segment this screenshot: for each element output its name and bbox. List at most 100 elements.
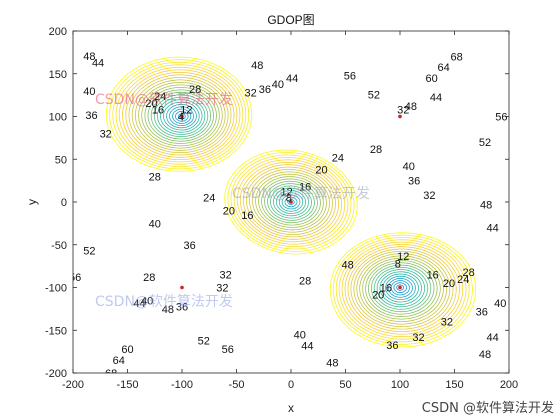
contour-label: 44 — [92, 58, 104, 70]
contour-line — [175, 110, 407, 294]
contour-label: 60 — [425, 73, 437, 85]
contour-label: 32 — [245, 88, 257, 100]
contour-label: 32 — [216, 283, 228, 295]
y-tick-label: -200 — [45, 368, 67, 380]
station-markers — [180, 114, 402, 290]
contour-label: 8 — [286, 193, 292, 205]
station-marker — [398, 285, 402, 290]
x-axis-label: x — [288, 401, 294, 415]
contour-label: 24 — [203, 193, 215, 205]
contour-label: 36 — [85, 110, 97, 122]
contour-line — [138, 82, 444, 322]
contour-line — [128, 74, 454, 330]
contour-label: 56 — [222, 344, 234, 356]
contour-line — [177, 113, 405, 291]
x-tick-label: 100 — [391, 379, 409, 391]
contour-label: 56 — [495, 112, 507, 124]
watermark-text: CSDN@软件算法开发 — [95, 294, 233, 310]
contour-label: 56 — [69, 272, 81, 284]
contour-label: 36 — [259, 84, 271, 96]
x-tick-label: -100 — [171, 379, 193, 391]
contour-line — [141, 84, 441, 320]
contour-label: 28 — [149, 171, 161, 183]
contour-label: 12 — [281, 187, 293, 199]
watermark-text: CSDN@软件算法开发 — [232, 186, 370, 202]
contour-label: 20 — [223, 206, 235, 218]
contour-label: 48 — [326, 358, 338, 370]
contour-label: 28 — [143, 272, 155, 284]
contour-line — [118, 66, 464, 338]
contour-line — [135, 79, 447, 325]
contour-line — [125, 72, 457, 332]
contour-line — [153, 94, 429, 310]
contour-label: 48 — [162, 304, 174, 316]
contour-label: 40 — [141, 295, 153, 307]
y-tick-label: -150 — [45, 325, 67, 337]
contour-label: 24 — [154, 91, 166, 103]
contour-line — [166, 104, 416, 300]
contour-line — [112, 61, 470, 343]
contour-label: 48 — [251, 60, 263, 72]
contour-label: 44 — [133, 298, 145, 310]
contour-label: 44 — [301, 341, 313, 353]
y-tick-label: 0 — [61, 197, 67, 209]
contour-label: 24 — [332, 153, 344, 165]
x-tick-label: -150 — [116, 379, 138, 391]
contour-label: 4 — [178, 112, 184, 124]
contour-line — [160, 99, 422, 305]
contour-label: 40 — [403, 161, 415, 173]
contour-label: 28 — [299, 276, 311, 288]
contour-label: 36 — [476, 306, 488, 318]
contour-label: 16 — [380, 283, 392, 295]
x-tick-label: 50 — [339, 379, 351, 391]
contour-label: 64 — [437, 62, 449, 74]
contour-label: 24 — [457, 274, 469, 286]
contour-label: 12 — [397, 251, 409, 263]
x-tick-label: -200 — [62, 379, 84, 391]
contour-label: 52 — [83, 246, 95, 258]
station-marker — [398, 114, 402, 119]
contour-label: 64 — [113, 355, 125, 367]
contour-label: 44 — [487, 332, 499, 344]
contour-line — [163, 101, 419, 303]
contour-label: 44 — [487, 223, 499, 235]
contour-line — [131, 77, 451, 327]
contour-label: 32 — [219, 270, 231, 282]
contour-label: 44 — [286, 73, 298, 85]
contour-lines — [105, 56, 477, 348]
contour-label: 56 — [344, 70, 356, 82]
contour-label: 16 — [427, 270, 439, 282]
contour-label: 60 — [121, 344, 133, 356]
contour-line — [147, 89, 435, 315]
chart-title: GDOP图 — [267, 13, 314, 27]
contour-label: 36 — [184, 240, 196, 252]
axes-ticks: -200 -150 -100 -50 0 50 100 150 200-200-150-100-… — [45, 26, 518, 391]
watermark-text: CSDN@软件算法开发 — [95, 92, 233, 108]
contour-line — [172, 108, 410, 296]
y-tick-label: -50 — [51, 240, 67, 252]
y-tick-label: 150 — [49, 69, 67, 81]
contour-label: 20 — [443, 278, 455, 290]
contour-label: 68 — [105, 368, 117, 380]
contour-label: 28 — [463, 267, 475, 279]
contour-label: 36 — [408, 176, 420, 188]
watermark-layer: CSDN@软件算法开发 CSDN@软件算法开发 CSDN@软件算法开发 — [95, 92, 370, 310]
x-tick-label: 200 — [500, 379, 518, 391]
y-axis-label: y — [25, 199, 39, 205]
contour-label: 52 — [198, 336, 210, 348]
contour-label: 16 — [299, 182, 311, 194]
contour-label: 8 — [395, 259, 401, 271]
contour-label: 48 — [405, 101, 417, 113]
station-marker — [180, 285, 184, 290]
y-tick-label: 200 — [49, 26, 67, 38]
x-tick-label: -50 — [229, 379, 245, 391]
contour-line — [169, 106, 413, 298]
contour-label: 48 — [479, 349, 491, 361]
contour-label: 40 — [149, 218, 161, 230]
contour-label: 36 — [386, 340, 398, 352]
contour-label: 20 — [372, 289, 384, 301]
contour-line — [144, 87, 438, 317]
contour-label: 48 — [480, 200, 492, 212]
contour-label: 48 — [83, 51, 95, 63]
